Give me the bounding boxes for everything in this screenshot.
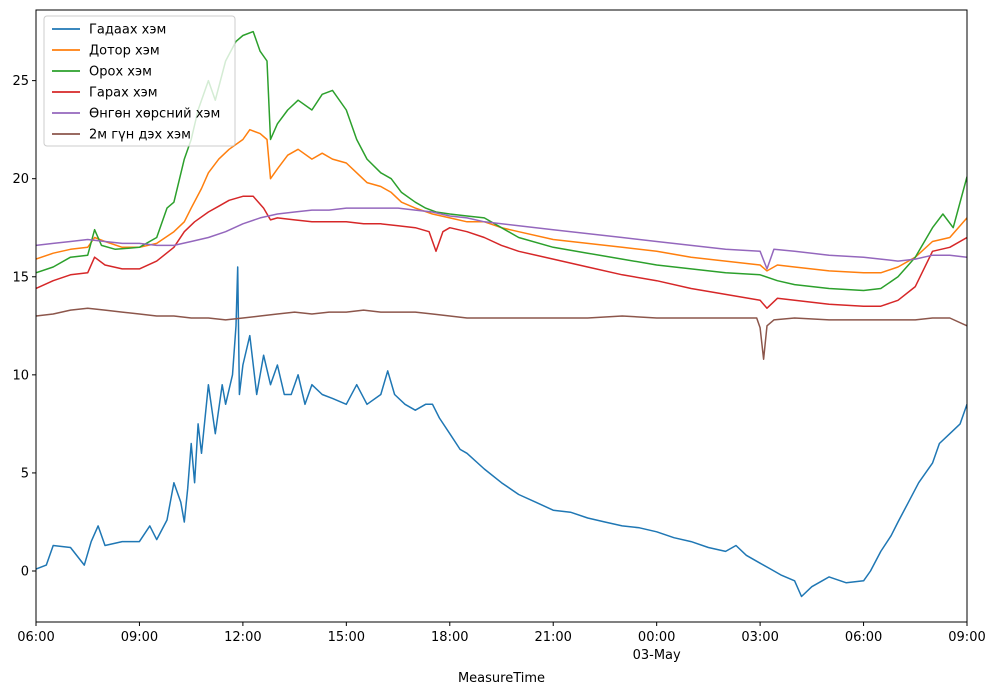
legend-entry-0: Гадаах хэм	[89, 23, 166, 38]
x-tick-label: 15:00	[328, 630, 365, 645]
legend-entry-1: Дотор хэм	[89, 44, 160, 59]
legend-entry-5: 2м гүн дэх хэм	[89, 128, 191, 143]
y-tick-label: 15	[12, 270, 29, 285]
x-tick-label: 06:00	[845, 630, 882, 645]
series-line-2	[36, 30, 967, 292]
series-line-0	[36, 266, 967, 598]
x-tick-label: 18:00	[431, 630, 468, 645]
legend-box	[43, 15, 236, 147]
legend-entry-2: Орох хэм	[89, 65, 152, 80]
series-line-1	[36, 128, 967, 274]
y-tick-label: 5	[21, 466, 29, 481]
y-tick-label: 25	[12, 74, 29, 89]
series-layer	[36, 30, 967, 598]
series-line-3	[36, 195, 967, 309]
x-tick-sublabel: 03-May	[633, 648, 681, 663]
legend-entry-4: Өнгөн хөрсний хэм	[89, 107, 220, 122]
x-axis: 06:00 09:00 12:00 15:00 18:00 21:00 00:00 03-Ma…	[17, 622, 986, 663]
x-tick-label: 09:00	[121, 630, 158, 645]
x-tick-label: 12:00	[224, 630, 261, 645]
x-tick-label: 06:00	[17, 630, 54, 645]
x-axis-label: MeasureTime	[458, 671, 545, 686]
legend-entry-3: Гарах хэм	[89, 86, 158, 101]
plot-frame	[35, 9, 968, 623]
y-axis: 0 5 10 15 20 25	[12, 74, 36, 580]
y-tick-label: 20	[12, 172, 29, 187]
series-line-4	[36, 207, 967, 270]
x-tick-label: 21:00	[534, 630, 571, 645]
x-tick-label: 09:00	[948, 630, 985, 645]
y-tick-label: 0	[21, 565, 29, 580]
y-tick-label: 10	[12, 368, 29, 383]
x-tick-label: 03:00	[741, 630, 778, 645]
x-tick-label: 00:00	[638, 630, 675, 645]
legend: Гадаах хэм Дотор хэм Орох хэм Гарах хэм Өнгө…	[43, 15, 236, 147]
series-line-5	[36, 307, 967, 360]
